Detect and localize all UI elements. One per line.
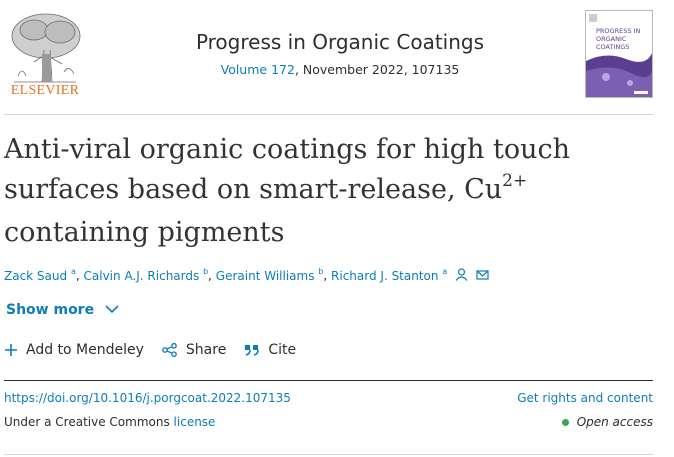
article-title: Anti-viral organic coatings for high tou… xyxy=(4,130,664,253)
header-divider xyxy=(4,114,653,115)
author-name: Richard J. Stanton xyxy=(331,268,439,283)
share-icon xyxy=(162,343,177,357)
doi-link[interactable]: https://doi.org/10.1016/j.porgcoat.2022.… xyxy=(4,391,291,405)
volume-line: Volume 172, November 2022, 107135 xyxy=(140,62,540,77)
author-link[interactable]: Geraint Williams b xyxy=(215,267,324,283)
title-text-part2: containing pigments xyxy=(4,217,285,248)
plus-icon xyxy=(5,344,17,356)
cite-label: Cite xyxy=(268,342,297,358)
email-icon[interactable] xyxy=(476,269,489,284)
add-to-mendeley-button[interactable]: Add to Mendeley xyxy=(4,342,144,358)
author-affiliation: a xyxy=(70,267,76,276)
cover-text-line1: PROGRESS IN xyxy=(596,27,641,35)
elsevier-wordmark[interactable]: ELSEVIER xyxy=(10,83,80,98)
share-button[interactable]: Share xyxy=(162,342,226,358)
open-access-badge: Open access xyxy=(561,415,653,429)
open-access-dot-icon xyxy=(561,418,569,426)
title-superscript: 2+ xyxy=(502,171,528,191)
journal-title[interactable]: Progress in Organic Coatings xyxy=(195,30,485,54)
bottom-divider xyxy=(4,454,653,455)
cover-text-line3: COATINGS xyxy=(596,43,630,51)
author-name: Calvin A.J. Richards xyxy=(83,268,200,283)
author-separator: , xyxy=(323,268,332,283)
open-access-label: Open access xyxy=(576,415,653,429)
author-list: Zack Saud a, Calvin A.J. Richards b, Ger… xyxy=(4,267,489,284)
volume-details: , November 2022, 107135 xyxy=(294,62,460,77)
author-affiliation: a xyxy=(442,267,448,276)
author-affiliation: b xyxy=(318,267,324,276)
actions-divider xyxy=(4,380,653,381)
share-label: Share xyxy=(185,342,227,358)
quote-icon xyxy=(245,345,260,356)
show-more-button[interactable]: Show more xyxy=(6,302,119,318)
author-separator: , xyxy=(75,268,84,283)
author-link[interactable]: Richard J. Stanton a xyxy=(331,267,448,283)
license-link[interactable]: license xyxy=(173,415,216,429)
article-actions: Add to Mendeley Share Cite xyxy=(4,342,314,358)
journal-cover-image[interactable]: PROGRESS IN ORGANIC COATINGS xyxy=(585,10,653,98)
show-more-label: Show more xyxy=(6,302,95,318)
author-link[interactable]: Zack Saud a xyxy=(4,267,76,283)
add-to-mendeley-label: Add to Mendeley xyxy=(26,342,144,358)
author-affiliation: b xyxy=(203,267,209,276)
author-separator: , xyxy=(208,268,216,283)
elsevier-tree-logo[interactable] xyxy=(4,10,86,98)
license-line: Under a Creative Commons license xyxy=(4,415,215,429)
chevron-down-icon xyxy=(105,302,119,318)
author-link[interactable]: Calvin A.J. Richards b xyxy=(83,267,209,283)
title-text-part1: Anti-viral organic coatings for high tou… xyxy=(4,134,570,205)
volume-link[interactable]: Volume 172 xyxy=(220,62,295,77)
person-icon[interactable] xyxy=(455,268,468,284)
get-rights-link[interactable]: Get rights and content xyxy=(517,391,653,405)
cite-button[interactable]: Cite xyxy=(244,342,296,358)
cover-text-line2: ORGANIC xyxy=(596,35,627,43)
author-name: Zack Saud xyxy=(4,268,68,283)
author-name: Geraint Williams xyxy=(215,268,315,283)
license-prefix: Under a Creative Commons xyxy=(4,415,174,429)
